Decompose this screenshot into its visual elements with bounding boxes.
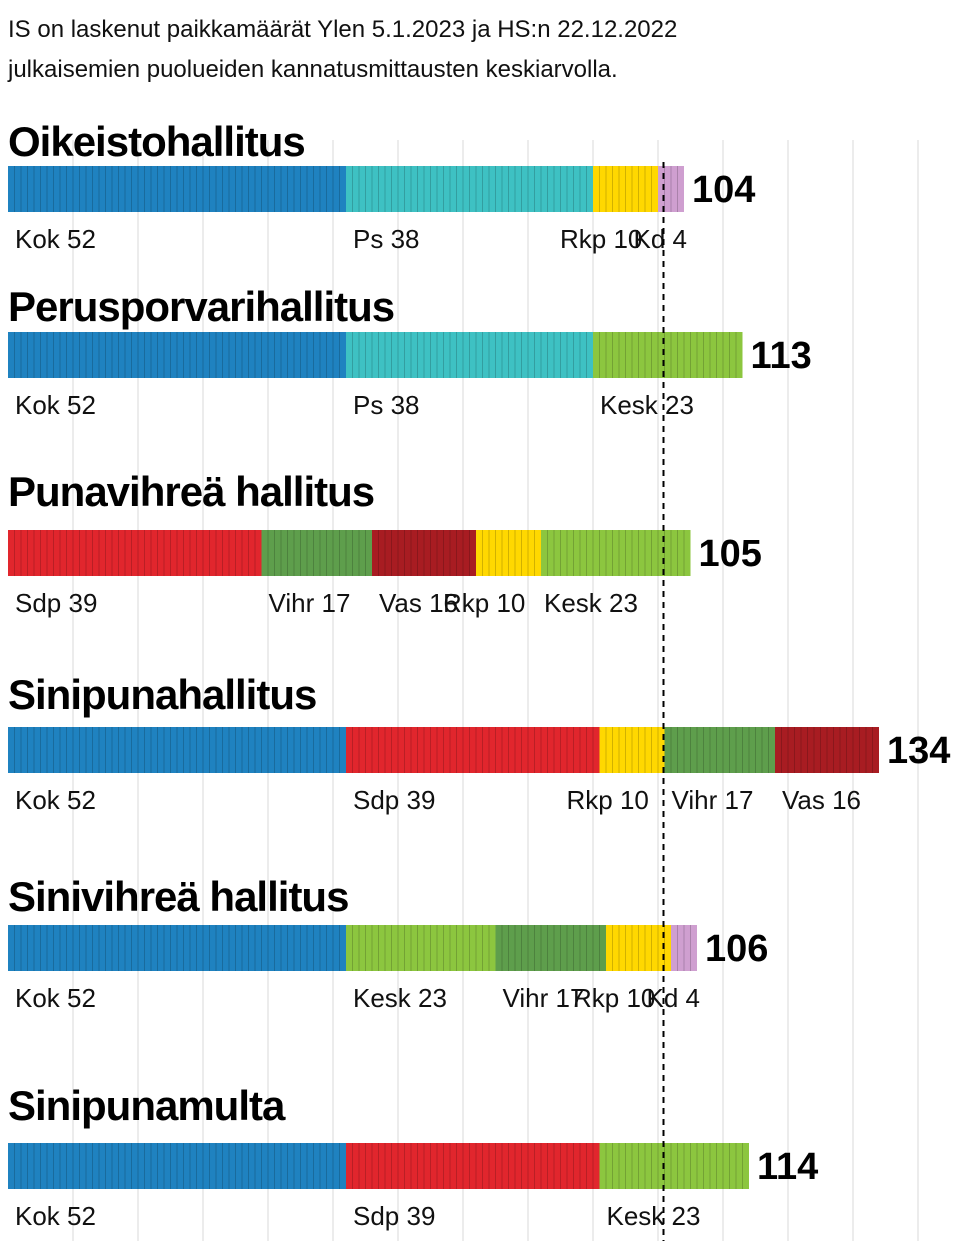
- bar-segment-kok: [8, 1143, 346, 1189]
- segment-label: Kok 52: [15, 785, 96, 815]
- bar-segment-vihr: [495, 925, 606, 971]
- coalition-title: Sinipunahallitus: [8, 671, 316, 718]
- bar-segment-fill: [541, 530, 691, 576]
- segment-label: Vas 16: [782, 785, 861, 815]
- bar-segment-kesk: [541, 530, 691, 576]
- bar-segment-kok: [8, 332, 346, 378]
- coalition-title: Oikeistohallitus: [8, 118, 305, 165]
- coalition-total: 134: [887, 730, 950, 772]
- bar-segment-kd: [658, 166, 684, 212]
- bar-segment-ps: [346, 332, 593, 378]
- coalition-total: 104: [692, 169, 755, 211]
- coalition-total: 105: [699, 533, 762, 575]
- coalition-group: Sinipunahallitus Kok 52 Sdp 39 Rkp 10 Vihr 1…: [8, 671, 950, 815]
- bar-segment-fill: [8, 530, 262, 576]
- bar-segment-kesk: [346, 925, 496, 971]
- bar-segment-vas: [372, 530, 476, 576]
- bar-segment-fill: [495, 925, 606, 971]
- bar-segment-ps: [346, 166, 593, 212]
- segment-label: Kok 52: [15, 1201, 96, 1231]
- grid-layer: [72, 140, 919, 1241]
- coalition-group: Punavihreä hallitus Sdp 39 Vihr 17 Vas 16Rk…: [8, 468, 762, 618]
- coalition-group: Sinivihreä hallitus Kok 52 Kesk 23 Vihr 17R…: [8, 873, 768, 1013]
- bar-segment-fill: [593, 332, 743, 378]
- bar-segment-fill: [346, 727, 600, 773]
- segment-label: Rkp 10: [443, 588, 525, 618]
- bar-segment-kok: [8, 925, 346, 971]
- segment-label: Rkp 10: [573, 983, 655, 1013]
- bar-segment-vihr: [261, 530, 372, 576]
- segment-label: Vihr 17: [672, 785, 754, 815]
- bar-segment-fill: [346, 1143, 600, 1189]
- segment-label: Sdp 39: [353, 1201, 435, 1231]
- bar-segment-fill: [261, 530, 372, 576]
- segment-label: Sdp 39: [353, 785, 435, 815]
- bar-segment-fill: [664, 727, 775, 773]
- coalition-group: Perusporvarihallitus Kok 52 Ps 38 Kesk 23 11…: [8, 283, 812, 420]
- coalition-title: Sinivihreä hallitus: [8, 873, 348, 920]
- segment-label: Kesk 23: [544, 588, 638, 618]
- coalition-total: 106: [705, 928, 768, 970]
- coalition-total: 114: [757, 1146, 818, 1188]
- bar-segment-sdp: [346, 727, 600, 773]
- bar-segment-rkp: [476, 530, 541, 576]
- bar-segment-fill: [599, 1143, 749, 1189]
- bar-segment-kok: [8, 166, 346, 212]
- bar-segment-kok: [8, 727, 346, 773]
- segment-label: Vihr 17: [503, 983, 585, 1013]
- subtitle-line-1: IS on laskenut paikkamäärät Ylen 5.1.202…: [8, 16, 677, 43]
- coalition-title: Punavihreä hallitus: [8, 468, 374, 515]
- bar-segment-rkp: [606, 925, 671, 971]
- segment-label: Rkp 10: [560, 224, 642, 254]
- segment-label: Ps 38: [353, 390, 420, 420]
- bar-segment-rkp: [599, 727, 665, 773]
- bar-segment-fill: [346, 925, 496, 971]
- coalition-group: Sinipunamulta Kok 52 Sdp 39 Kesk 23 114: [8, 1082, 818, 1231]
- bar-segment-sdp: [8, 530, 262, 576]
- segment-label: Kesk 23: [600, 390, 694, 420]
- segment-label: Kd 4: [634, 224, 688, 254]
- bar-segment-vihr: [664, 727, 775, 773]
- segment-label: Rkp 10: [567, 785, 649, 815]
- coalition-title: Sinipunamulta: [8, 1082, 286, 1129]
- bar-segment-kesk: [599, 1143, 749, 1189]
- segment-label: Kok 52: [15, 224, 96, 254]
- segment-label: Kesk 23: [353, 983, 447, 1013]
- segment-label: Vihr 17: [269, 588, 351, 618]
- bar-segment-sdp: [346, 1143, 600, 1189]
- subtitle: IS on laskenut paikkamäärät Ylen 5.1.202…: [7, 16, 677, 83]
- bar-segment-kesk: [593, 332, 743, 378]
- bar-segment-rkp: [593, 166, 658, 212]
- segment-label: Sdp 39: [15, 588, 97, 618]
- bar-segment-kd: [671, 925, 697, 971]
- subtitle-line-2: julkaisemien puolueiden kannatusmittaust…: [7, 56, 618, 83]
- segment-label: Vas 16: [379, 588, 458, 618]
- coalition-total: 113: [751, 335, 812, 377]
- bar-segment-vas: [775, 727, 879, 773]
- coalition-title: Perusporvarihallitus: [8, 283, 394, 330]
- segment-label: Kd 4: [647, 983, 701, 1013]
- segment-label: Kesk 23: [607, 1201, 701, 1231]
- segment-label: Kok 52: [15, 390, 96, 420]
- segment-label: Kok 52: [15, 983, 96, 1013]
- segment-label: Ps 38: [353, 224, 420, 254]
